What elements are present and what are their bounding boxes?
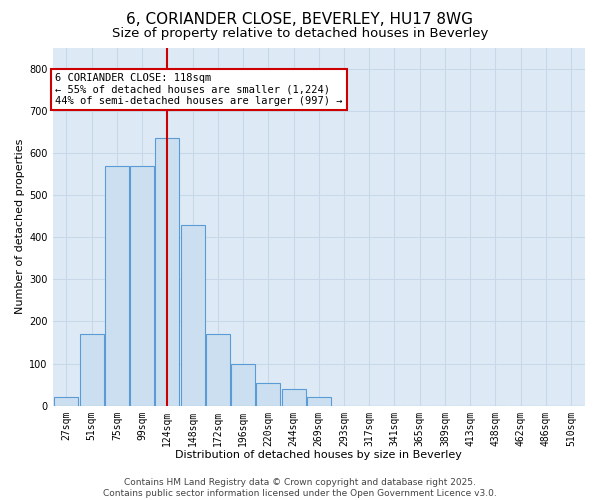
Bar — [206, 334, 230, 406]
Text: Size of property relative to detached houses in Beverley: Size of property relative to detached ho… — [112, 28, 488, 40]
Bar — [130, 166, 154, 406]
Bar — [55, 398, 79, 406]
Bar — [105, 166, 129, 406]
Bar — [155, 138, 179, 406]
Bar — [256, 382, 280, 406]
Text: 6, CORIANDER CLOSE, BEVERLEY, HU17 8WG: 6, CORIANDER CLOSE, BEVERLEY, HU17 8WG — [127, 12, 473, 28]
Bar — [307, 398, 331, 406]
Text: Contains HM Land Registry data © Crown copyright and database right 2025.
Contai: Contains HM Land Registry data © Crown c… — [103, 478, 497, 498]
Bar — [281, 389, 305, 406]
Text: 6 CORIANDER CLOSE: 118sqm
← 55% of detached houses are smaller (1,224)
44% of se: 6 CORIANDER CLOSE: 118sqm ← 55% of detac… — [55, 73, 343, 106]
Y-axis label: Number of detached properties: Number of detached properties — [15, 139, 25, 314]
Bar — [80, 334, 104, 406]
Bar — [231, 364, 255, 406]
X-axis label: Distribution of detached houses by size in Beverley: Distribution of detached houses by size … — [175, 450, 462, 460]
Bar — [181, 224, 205, 406]
